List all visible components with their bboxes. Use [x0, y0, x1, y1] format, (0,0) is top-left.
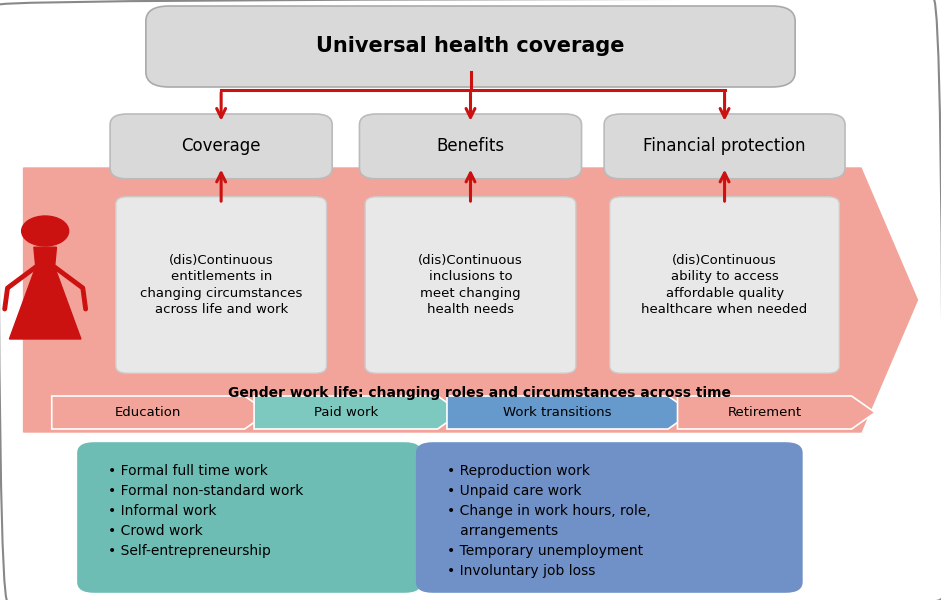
Text: (dis)Continuous
ability to access
affordable quality
healthcare when needed: (dis)Continuous ability to access afford…	[642, 254, 807, 316]
Polygon shape	[9, 247, 81, 339]
Text: Education: Education	[115, 406, 182, 419]
Circle shape	[22, 216, 69, 246]
Polygon shape	[24, 168, 917, 432]
Polygon shape	[447, 396, 692, 429]
Text: • Reproduction work
• Unpaid care work
• Change in work hours, role,
   arrangem: • Reproduction work • Unpaid care work •…	[447, 464, 651, 578]
FancyBboxPatch shape	[610, 197, 839, 373]
Text: Coverage: Coverage	[182, 137, 261, 155]
Polygon shape	[678, 396, 875, 429]
Text: Paid work: Paid work	[313, 406, 378, 419]
FancyBboxPatch shape	[604, 114, 845, 179]
Text: Gender work life: changing roles and circumstances across time: Gender work life: changing roles and cir…	[229, 386, 731, 400]
FancyBboxPatch shape	[77, 442, 422, 593]
FancyBboxPatch shape	[110, 114, 332, 179]
Polygon shape	[254, 396, 461, 429]
Text: • Formal full time work
• Formal non-standard work
• Informal work
• Crowd work
: • Formal full time work • Formal non-sta…	[108, 464, 304, 558]
Polygon shape	[52, 396, 268, 429]
Text: Benefits: Benefits	[437, 137, 504, 155]
Text: Universal health coverage: Universal health coverage	[316, 37, 625, 56]
FancyBboxPatch shape	[365, 197, 576, 373]
Text: Work transitions: Work transitions	[503, 406, 612, 419]
FancyBboxPatch shape	[116, 197, 327, 373]
FancyBboxPatch shape	[359, 114, 582, 179]
FancyBboxPatch shape	[416, 442, 803, 593]
Text: (dis)Continuous
entitlements in
changing circumstances
across life and work: (dis)Continuous entitlements in changing…	[140, 254, 302, 316]
FancyBboxPatch shape	[146, 6, 795, 87]
Text: (dis)Continuous
inclusions to
meet changing
health needs: (dis)Continuous inclusions to meet chang…	[418, 254, 523, 316]
Text: Retirement: Retirement	[727, 406, 802, 419]
Text: Financial protection: Financial protection	[644, 137, 805, 155]
